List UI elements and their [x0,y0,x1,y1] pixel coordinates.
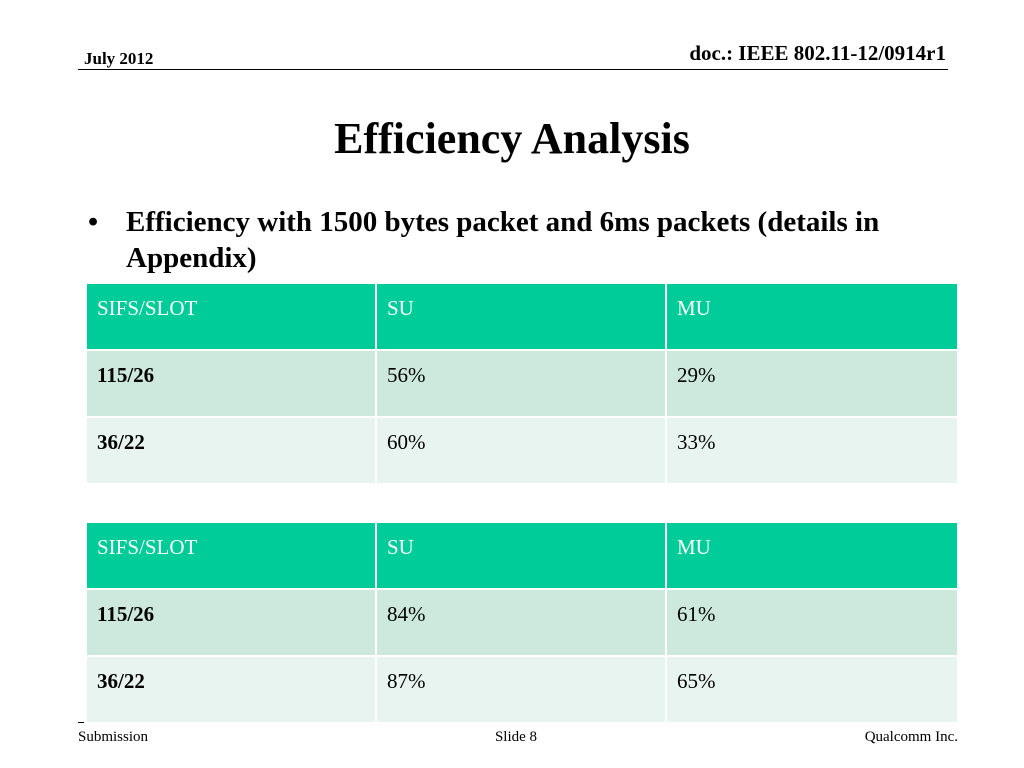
bullet-icon: • [88,206,99,238]
table-row: 115/26 56% 29% [85,349,959,418]
column-header: SIFS/SLOT [85,521,377,590]
row-label: 115/26 [85,349,377,418]
row-label: 36/22 [85,655,377,724]
column-header: MU [665,521,959,590]
header-divider [78,69,948,70]
table-cell: 29% [665,349,959,418]
table-cell: 84% [375,588,667,657]
header-doc-id: doc.: IEEE 802.11-12/0914r1 [689,41,946,65]
row-label: 115/26 [85,588,377,657]
footer-divider [78,722,84,723]
column-header: MU [665,282,959,351]
row-label: 36/22 [85,416,377,485]
table-cell: 33% [665,416,959,485]
column-header: SU [375,521,667,590]
table-cell: 60% [375,416,667,485]
table-row: 115/26 84% 61% [85,588,959,657]
header-date: July 2012 [84,49,154,68]
column-header: SU [375,282,667,351]
footer-submission: Submission [78,729,149,745]
bullet-text: Efficiency with 1500 bytes packet and 6m… [126,206,880,274]
table-row: 36/22 60% 33% [85,416,959,485]
slide-title: Efficiency Analysis [334,114,690,163]
efficiency-table-2: SIFS/SLOT SU MU 115/26 84% 61% 36/22 87%… [85,521,959,724]
table-header-row: SIFS/SLOT SU MU [85,282,959,351]
table-cell: 61% [665,588,959,657]
efficiency-table-1: SIFS/SLOT SU MU 115/26 56% 29% 36/22 60%… [85,282,959,485]
table-cell: 87% [375,655,667,724]
table-row: 36/22 87% 65% [85,655,959,724]
table-header-row: SIFS/SLOT SU MU [85,521,959,590]
table-cell: 65% [665,655,959,724]
table-cell: 56% [375,349,667,418]
footer-slide-number: Slide 8 [494,729,538,745]
footer-company: Qualcomm Inc. [864,729,958,745]
column-header: SIFS/SLOT [85,282,377,351]
